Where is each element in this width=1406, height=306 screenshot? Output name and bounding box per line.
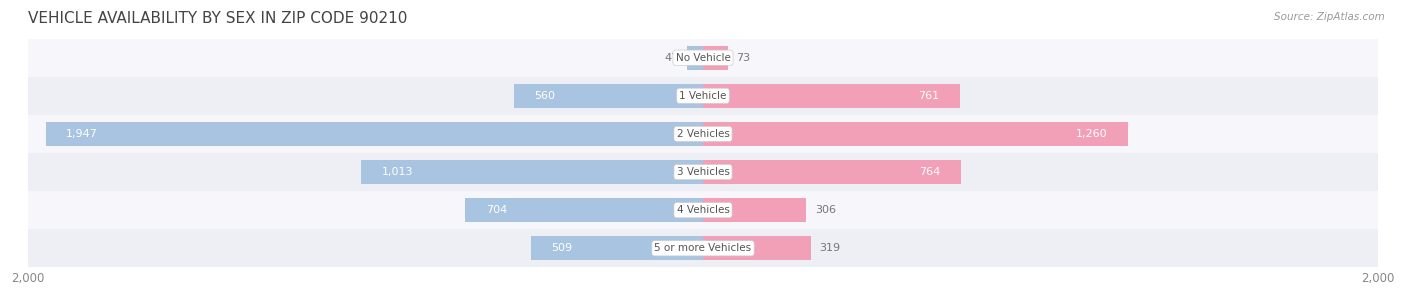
Text: 5 or more Vehicles: 5 or more Vehicles	[654, 243, 752, 253]
Text: 306: 306	[814, 205, 835, 215]
Text: 1,947: 1,947	[66, 129, 98, 139]
Bar	[28, 191, 1378, 229]
Text: 560: 560	[534, 91, 555, 101]
Text: 761: 761	[918, 91, 939, 101]
Bar	[703, 84, 960, 108]
Bar	[465, 198, 703, 222]
Bar	[28, 153, 1378, 191]
Text: 1,013: 1,013	[381, 167, 413, 177]
Text: Source: ZipAtlas.com: Source: ZipAtlas.com	[1274, 12, 1385, 22]
Text: 1 Vehicle: 1 Vehicle	[679, 91, 727, 101]
Bar	[361, 160, 703, 184]
Text: 3 Vehicles: 3 Vehicles	[676, 167, 730, 177]
Bar	[703, 46, 728, 69]
Text: 319: 319	[820, 243, 841, 253]
Text: No Vehicle: No Vehicle	[675, 53, 731, 63]
Text: 509: 509	[551, 243, 572, 253]
Text: 73: 73	[737, 53, 751, 63]
Bar	[703, 198, 806, 222]
Bar	[28, 39, 1378, 77]
Bar	[703, 160, 960, 184]
Text: 704: 704	[485, 205, 508, 215]
Bar	[703, 122, 1128, 146]
Text: VEHICLE AVAILABILITY BY SEX IN ZIP CODE 90210: VEHICLE AVAILABILITY BY SEX IN ZIP CODE …	[28, 11, 408, 26]
Bar	[531, 237, 703, 260]
Text: 4 Vehicles: 4 Vehicles	[676, 205, 730, 215]
Bar	[688, 46, 703, 69]
Text: 47: 47	[665, 53, 679, 63]
Text: 2 Vehicles: 2 Vehicles	[676, 129, 730, 139]
Bar	[46, 122, 703, 146]
Bar	[28, 229, 1378, 267]
Bar	[515, 84, 703, 108]
Bar	[28, 115, 1378, 153]
Text: 764: 764	[920, 167, 941, 177]
Text: 1,260: 1,260	[1077, 129, 1108, 139]
Bar	[703, 237, 811, 260]
Bar	[28, 77, 1378, 115]
